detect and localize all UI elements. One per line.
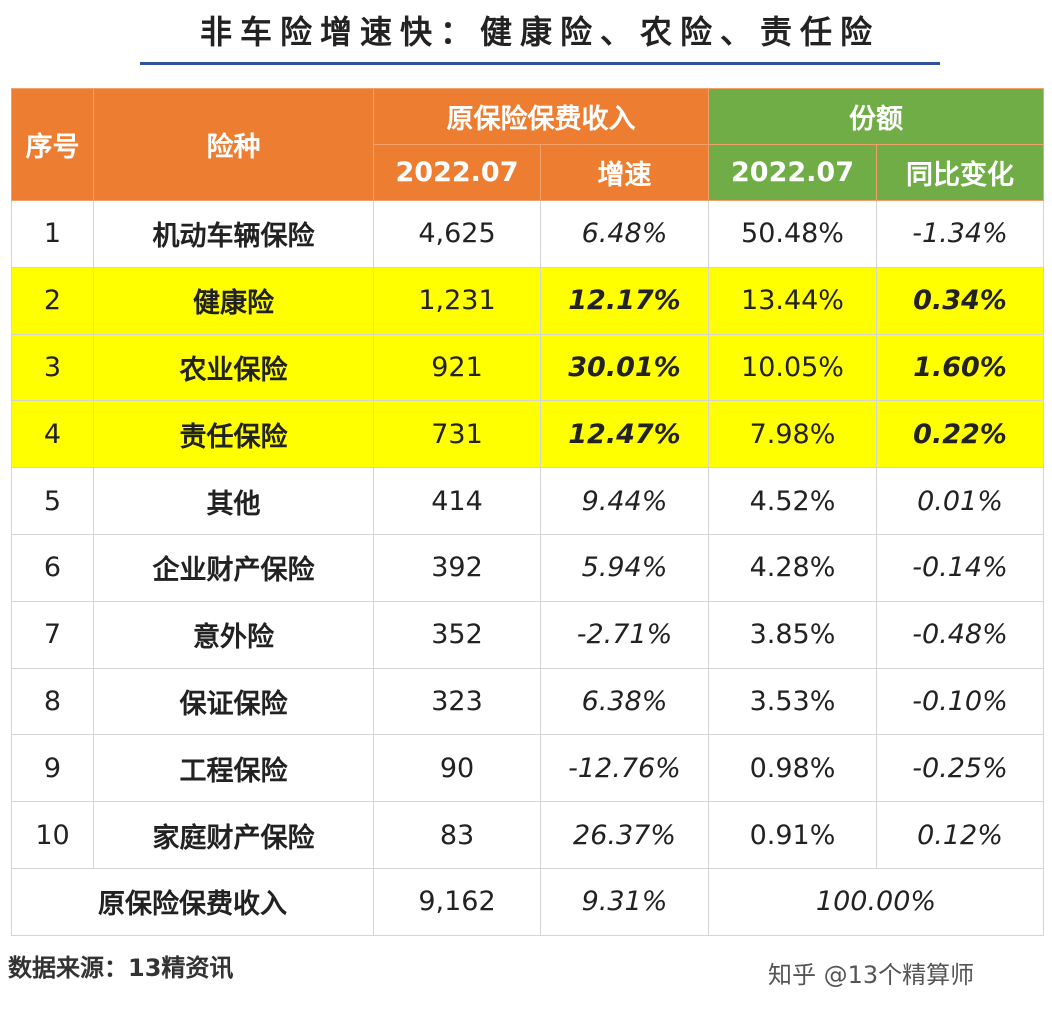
cell-name: 机动车辆保险 [93, 200, 374, 268]
cell-growth: 5.94% [540, 533, 709, 602]
cell-change: -0.25% [876, 734, 1044, 803]
cell-growth: 12.17% [540, 266, 709, 335]
table-row-highlighted: 3 农业保险 921 30.01% 10.05% 1.60% [11, 333, 1044, 402]
cell-share: 13.44% [708, 266, 877, 335]
insurance-premium-table: 序号 险种 原保险保费收入 份额 2022.07 增速 2022.07 同比变化… [11, 88, 1044, 936]
cell-growth: 6.48% [540, 200, 709, 268]
cell-change: 0.22% [876, 400, 1044, 469]
cell-growth: 12.47% [540, 400, 709, 469]
cell-seq: 2 [11, 266, 94, 335]
cell-share: 10.05% [708, 333, 877, 402]
total-growth: 9.31% [540, 867, 709, 936]
cell-share: 4.52% [708, 467, 877, 535]
table-row: 5 其他 414 9.44% 4.52% 0.01% [11, 467, 1044, 535]
cell-change: -0.10% [876, 667, 1044, 736]
cell-share: 3.53% [708, 667, 877, 736]
author-credit: 知乎 @13个精算师 [768, 961, 975, 989]
title-underline [140, 62, 940, 65]
cell-premium: 83 [373, 801, 541, 869]
total-row: 原保险保费收入 9,162 9.31% 100.00% [11, 867, 1044, 936]
table-row: 7 意外险 352 -2.71% 3.85% -0.48% [11, 600, 1044, 669]
cell-premium: 731 [373, 400, 541, 469]
cell-seq: 4 [11, 400, 94, 469]
cell-change: -0.48% [876, 600, 1044, 669]
cell-premium: 1,231 [373, 266, 541, 335]
cell-change: 0.01% [876, 467, 1044, 535]
cell-growth: 9.44% [540, 467, 709, 535]
cell-growth: 30.01% [540, 333, 709, 402]
cell-name: 意外险 [93, 600, 374, 669]
cell-premium: 921 [373, 333, 541, 402]
page-title: 非车险增速快：健康险、农险、责任险 [199, 13, 880, 51]
cell-seq: 3 [11, 333, 94, 402]
cell-name: 健康险 [93, 266, 374, 335]
header-yoy-change: 同比变化 [876, 144, 1044, 201]
cell-name: 其他 [93, 467, 374, 535]
cell-share: 50.48% [708, 200, 877, 268]
cell-seq: 9 [11, 734, 94, 803]
header-type: 险种 [93, 88, 374, 201]
header-premium-year: 2022.07 [373, 144, 541, 201]
table-row-highlighted: 4 责任保险 731 12.47% 7.98% 0.22% [11, 400, 1044, 469]
cell-growth: -12.76% [540, 734, 709, 803]
cell-name: 工程保险 [93, 734, 374, 803]
table-row: 1 机动车辆保险 4,625 6.48% 50.48% -1.34% [11, 200, 1044, 268]
total-name: 原保险保费收入 [11, 867, 374, 936]
cell-change: -1.34% [876, 200, 1044, 268]
cell-seq: 1 [11, 200, 94, 268]
cell-growth: 6.38% [540, 667, 709, 736]
total-share: 100.00% [708, 867, 1044, 936]
cell-premium: 90 [373, 734, 541, 803]
cell-name: 保证保险 [93, 667, 374, 736]
cell-seq: 5 [11, 467, 94, 535]
header-row-2: 2022.07 增速 2022.07 同比变化 [12, 144, 1044, 201]
cell-growth: -2.71% [540, 600, 709, 669]
table-row: 9 工程保险 90 -12.76% 0.98% -0.25% [11, 734, 1044, 803]
table-row: 8 保证保险 323 6.38% 3.53% -0.10% [11, 667, 1044, 736]
header-seq: 序号 [11, 88, 94, 201]
cell-name: 农业保险 [93, 333, 374, 402]
table-row: 6 企业财产保险 392 5.94% 4.28% -0.14% [11, 533, 1044, 602]
cell-growth: 26.37% [540, 801, 709, 869]
header-row-1: 序号 险种 原保险保费收入 份额 [11, 88, 1044, 201]
table-row-highlighted: 2 健康险 1,231 12.17% 13.44% 0.34% [11, 266, 1044, 335]
cell-change: 0.12% [876, 801, 1044, 869]
table-row: 10 家庭财产保险 83 26.37% 0.91% 0.12% [11, 801, 1044, 869]
cell-share: 7.98% [708, 400, 877, 469]
header-growth: 增速 [540, 144, 709, 201]
cell-name: 家庭财产保险 [93, 801, 374, 869]
total-premium: 9,162 [373, 867, 541, 936]
cell-share: 4.28% [708, 533, 877, 602]
cell-premium: 392 [373, 533, 541, 602]
cell-share: 0.91% [708, 801, 877, 869]
cell-share: 0.98% [708, 734, 877, 803]
cell-share: 3.85% [708, 600, 877, 669]
cell-premium: 4,625 [373, 200, 541, 268]
cell-premium: 352 [373, 600, 541, 669]
cell-premium: 323 [373, 667, 541, 736]
cell-premium: 414 [373, 467, 541, 535]
cell-name: 企业财产保险 [93, 533, 374, 602]
cell-seq: 7 [11, 600, 94, 669]
cell-change: -0.14% [876, 533, 1044, 602]
header-premium-group: 原保险保费收入 [373, 88, 709, 145]
cell-name: 责任保险 [93, 400, 374, 469]
header-share-group: 份额 [708, 88, 1044, 145]
cell-change: 0.34% [876, 266, 1044, 335]
cell-seq: 6 [11, 533, 94, 602]
header-share-year: 2022.07 [708, 144, 877, 201]
source-note: 数据来源：13精资讯 [8, 954, 234, 982]
cell-change: 1.60% [876, 333, 1044, 402]
cell-seq: 8 [11, 667, 94, 736]
cell-seq: 10 [11, 801, 94, 869]
